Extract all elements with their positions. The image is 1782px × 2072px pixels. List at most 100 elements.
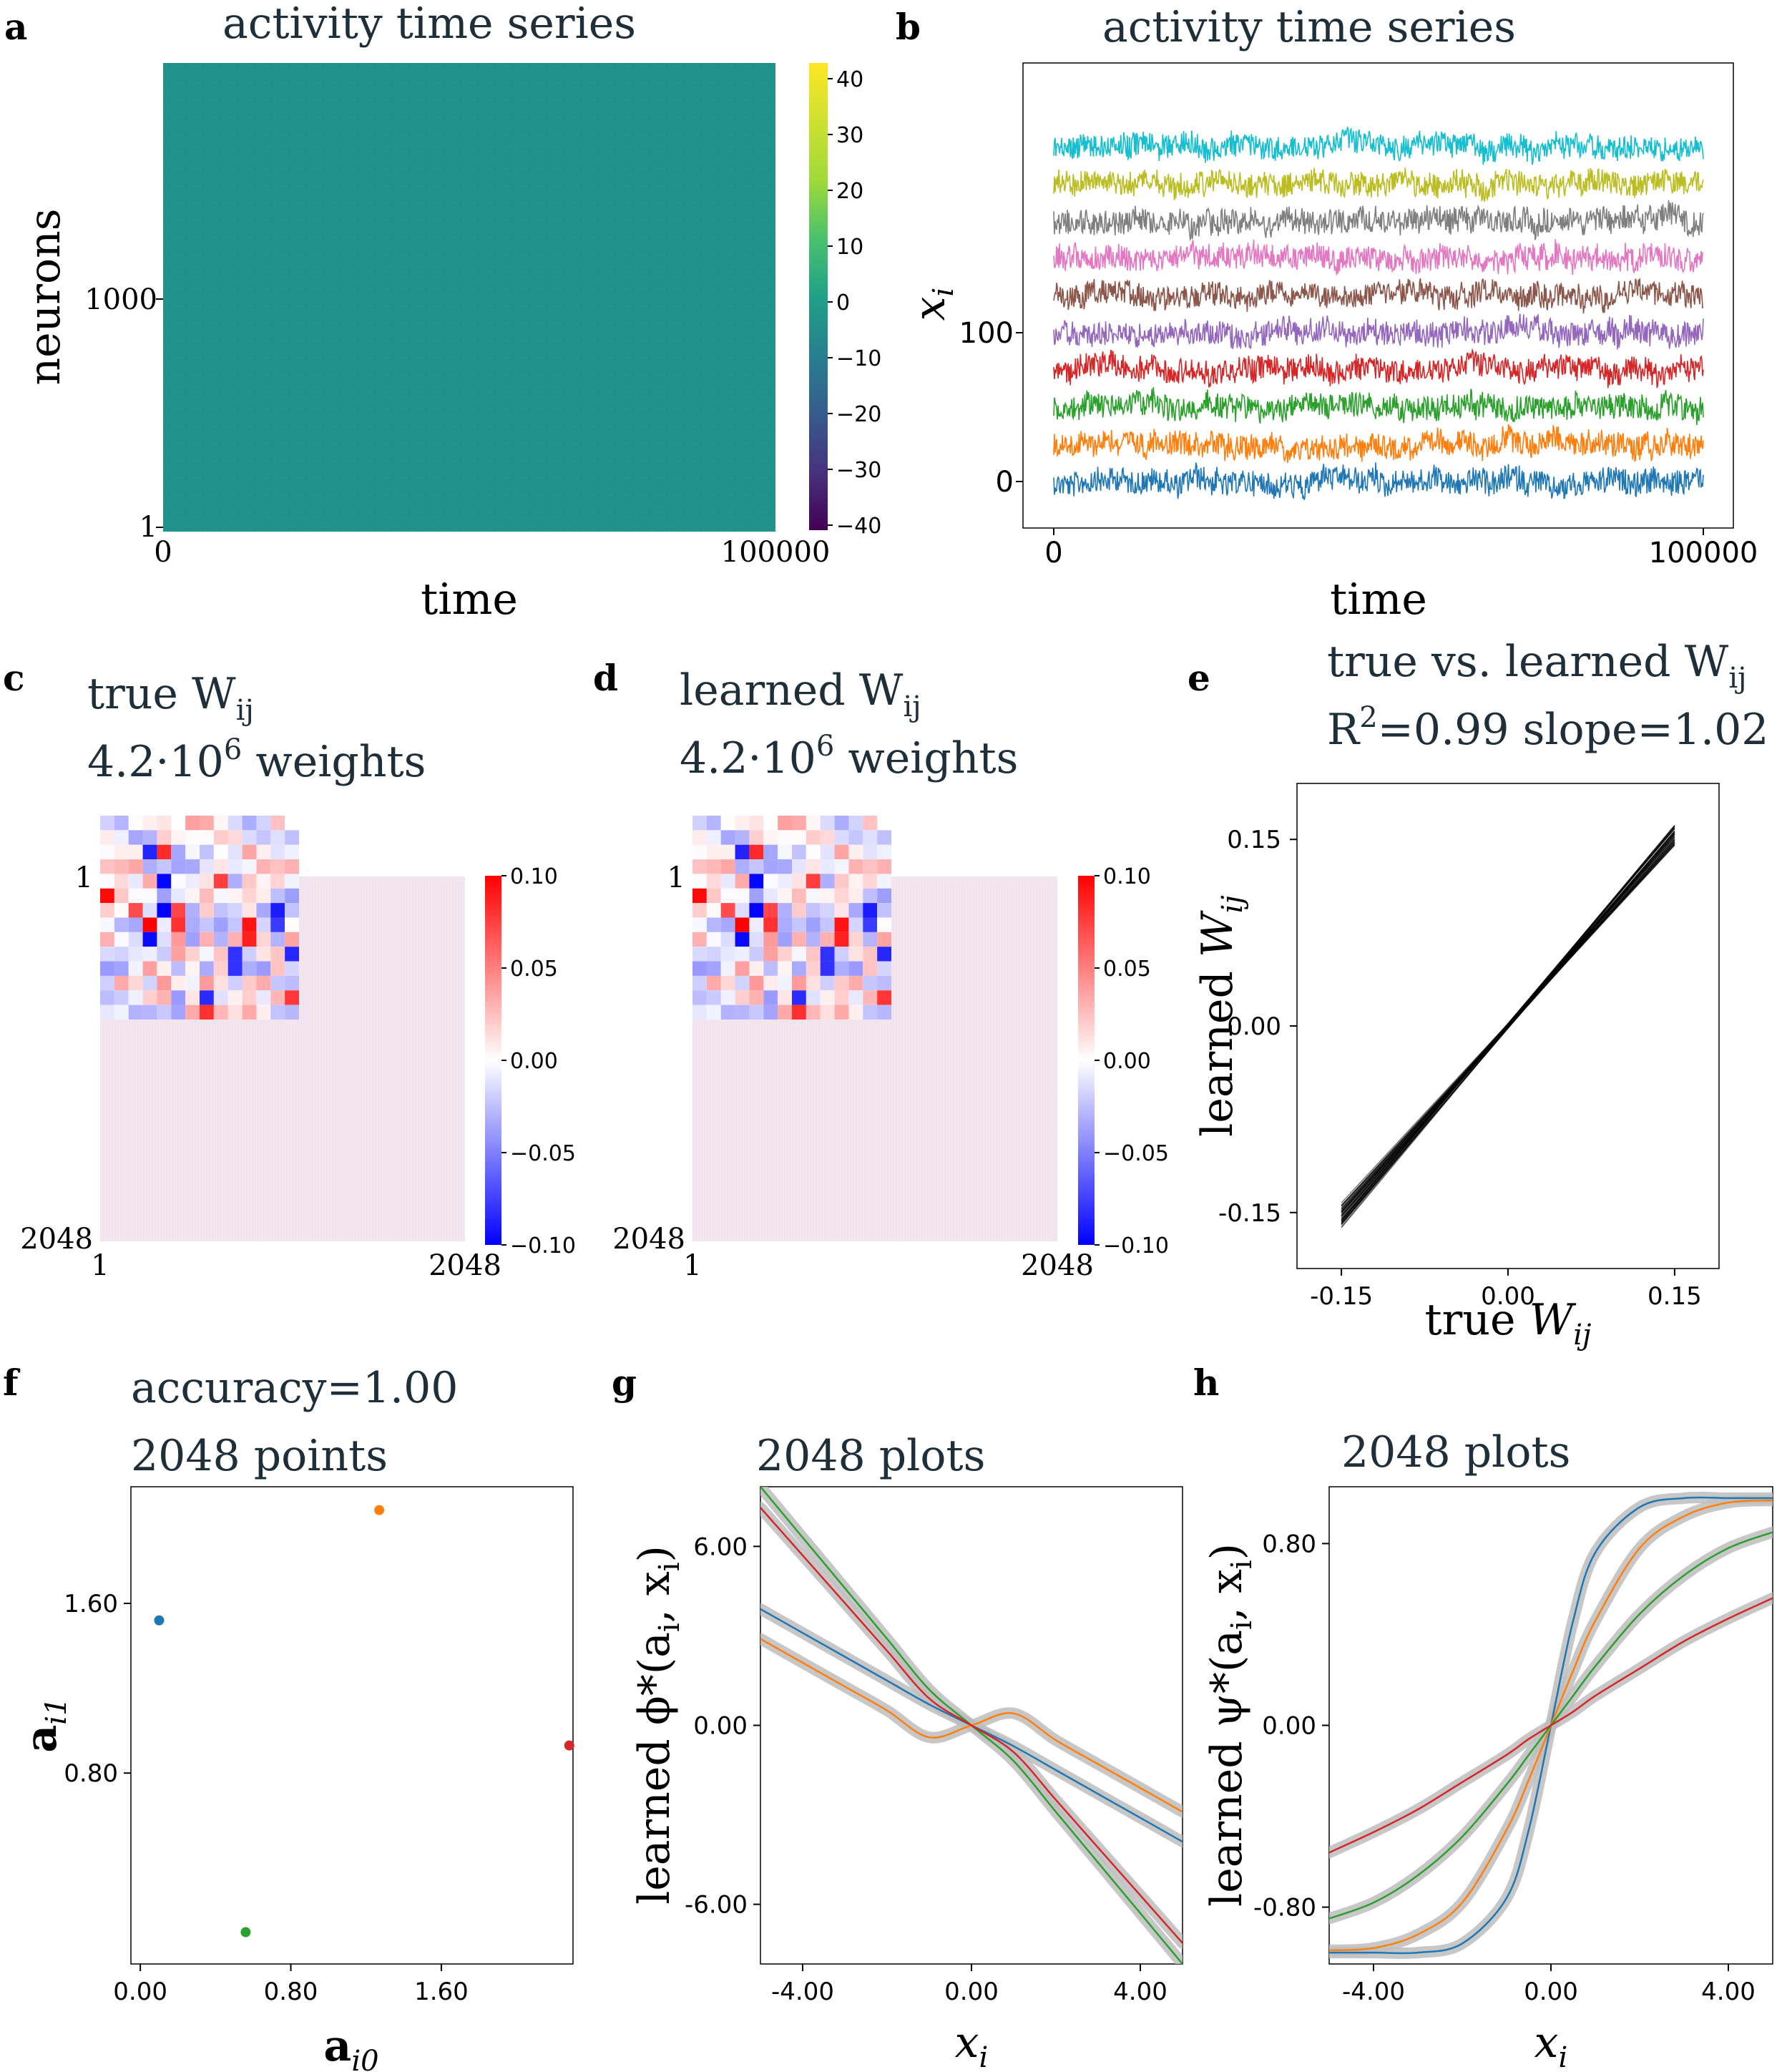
inset-d-cell: [735, 961, 750, 976]
panel-label-e: e: [1188, 657, 1210, 699]
inset-d-cell: [834, 990, 849, 1005]
inset-d-cell: [735, 816, 750, 831]
inset-d-cell: [834, 830, 849, 845]
inset-d-cell: [735, 888, 750, 904]
inset-c-cell: [142, 917, 157, 932]
inset-d-cell: [820, 1005, 835, 1020]
panel-f-xtick: 0.80: [264, 1978, 318, 2006]
inset-c-cell: [114, 816, 129, 831]
inset-c-cell: [200, 961, 214, 976]
inset-d-cell: [763, 990, 778, 1005]
inset-d-cell: [806, 888, 821, 904]
inset-c-cell: [270, 990, 285, 1005]
inset-d-cell: [848, 874, 863, 889]
inset-d-cell: [792, 1005, 806, 1020]
panel-e-title: true vs. learned Wij: [1327, 637, 1747, 695]
trace-9: [1053, 127, 1704, 165]
inset-c-cell: [270, 903, 285, 918]
inset-d-cell: [806, 844, 821, 860]
inset-d-cell: [820, 859, 835, 874]
cbC-ticks-label-2: 0.00: [510, 1049, 558, 1074]
inset-d-cell: [863, 816, 878, 831]
panel-a-colorbar: [809, 63, 828, 530]
inset-c-cell: [171, 932, 186, 947]
inset-c-cell: [142, 961, 157, 976]
inset-c-cell: [100, 859, 114, 874]
inset-d-cell: [806, 903, 821, 918]
inset-d-cell: [848, 1005, 863, 1020]
inset-c-cell: [128, 844, 143, 860]
panel-e-ytick: 0.15: [1227, 826, 1281, 854]
inset-d-cell: [778, 990, 792, 1005]
inset-d-cell: [749, 975, 764, 991]
inset-d-cell: [749, 888, 764, 904]
inset-c-cell: [142, 903, 157, 918]
inset-d-cell: [877, 830, 891, 845]
inset-d-cell: [692, 917, 707, 932]
inset-d-cell: [863, 990, 878, 1005]
panel-c-xtick-1: 1: [91, 1249, 109, 1282]
panel-h-xlabel: xi: [1534, 2018, 1568, 2072]
inset-c-cell: [285, 990, 299, 1005]
inset-c-cell: [128, 859, 143, 874]
inset-c-cell: [142, 1005, 157, 1020]
panel-b-xtick-0: 0: [1044, 537, 1062, 570]
inset-c-cell: [157, 990, 172, 1005]
inset-d-cell: [834, 917, 849, 932]
panel-e-xtick: -0.15: [1310, 1282, 1373, 1311]
inset-c-cell: [200, 975, 214, 991]
cbA-ticks-label-5: −10: [836, 346, 881, 371]
inset-d-cell: [720, 990, 735, 1005]
inset-d-cell: [806, 1005, 821, 1020]
inset-c-cell: [114, 1005, 129, 1020]
inset-c-cell: [185, 874, 200, 889]
inset-c-cell: [227, 830, 243, 845]
inset-c-cell: [100, 844, 114, 860]
inset-c-cell: [142, 874, 157, 889]
inset-d-cell: [834, 816, 849, 831]
inset-d-cell: [735, 947, 750, 962]
panel-c: c true Wij 4.2·106 weights 1 2048 1 2048…: [3, 657, 576, 1282]
inset-c-cell: [128, 874, 143, 889]
inset-c-cell: [285, 816, 299, 831]
inset-d-cell: [877, 932, 891, 947]
inset-c-cell: [185, 932, 200, 947]
inset-c-cell: [171, 874, 186, 889]
inset-d-cell: [763, 888, 778, 904]
inset-d-cell: [820, 888, 835, 904]
panel-c-inset: [100, 816, 299, 1020]
inset-d-cell: [848, 888, 863, 904]
inset-c-cell: [270, 975, 285, 991]
inset-d-cell: [792, 961, 806, 976]
inset-d-cell: [848, 975, 863, 991]
inset-c-cell: [157, 1005, 172, 1020]
trace-7: [1053, 200, 1704, 242]
inset-d-cell: [863, 859, 878, 874]
inset-c-cell: [171, 859, 186, 874]
inset-d-cell: [820, 844, 835, 860]
panel-h-ytick: -0.80: [1253, 1894, 1316, 1922]
inset-c-cell: [227, 932, 243, 947]
trace-0: [1053, 462, 1704, 500]
inset-c-cell: [114, 888, 129, 904]
inset-d-cell: [749, 859, 764, 874]
inset-c-cell: [242, 961, 257, 976]
inset-c-cell: [270, 947, 285, 962]
inset-d-cell: [834, 859, 849, 874]
inset-d-cell: [877, 888, 891, 904]
fit-line: [1341, 831, 1675, 1219]
inset-d-cell: [877, 975, 891, 991]
inset-d-cell: [778, 932, 792, 947]
inset-d-cell: [720, 874, 735, 889]
panel-f-title-2: 2048 points: [131, 1431, 388, 1481]
point-0: [154, 1615, 165, 1626]
inset-c-cell: [227, 903, 243, 918]
panel-label-b: b: [896, 6, 921, 48]
inset-c-cell: [128, 932, 143, 947]
h-plot-clipped: [1329, 1491, 1773, 1960]
panel-c-ytick-1: 1: [75, 861, 93, 894]
inset-c-cell: [128, 917, 143, 932]
inset-d-cell: [692, 947, 707, 962]
panel-b-xtick-100000: 100000: [1649, 537, 1758, 570]
inset-c-cell: [200, 990, 214, 1005]
